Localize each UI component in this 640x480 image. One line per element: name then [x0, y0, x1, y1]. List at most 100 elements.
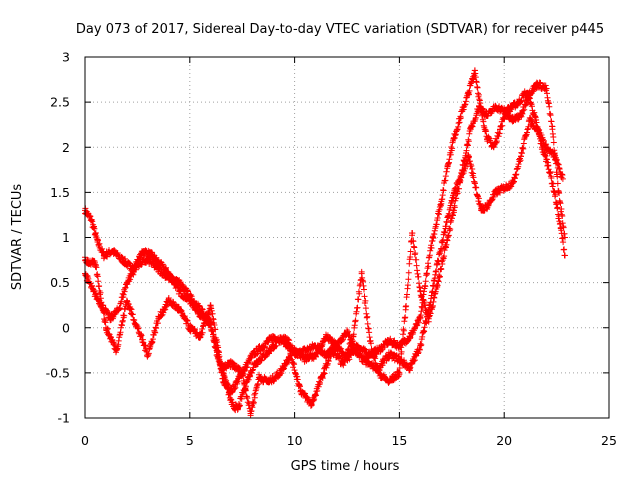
data-point	[467, 126, 474, 133]
data-point	[308, 401, 315, 408]
data-point	[561, 252, 568, 259]
data-point	[492, 103, 499, 110]
data-point	[406, 333, 413, 340]
data-point	[509, 117, 516, 124]
data-point	[287, 351, 294, 358]
data-point	[509, 103, 516, 110]
data-point	[260, 342, 267, 349]
data-point	[115, 306, 122, 313]
data-point	[545, 162, 552, 169]
data-point	[165, 297, 172, 304]
data-point	[484, 135, 491, 142]
data-point	[155, 315, 162, 322]
plot-frame	[84, 56, 610, 419]
chart-title: Day 073 of 2017, Sidereal Day-to-day VTE…	[76, 22, 604, 37]
series-points-track-c	[82, 79, 568, 419]
data-point	[385, 338, 392, 345]
data-point	[102, 324, 109, 331]
data-point	[517, 153, 524, 160]
data-point	[417, 315, 424, 322]
data-point	[239, 369, 246, 376]
data-point	[251, 360, 258, 367]
data-point	[417, 288, 424, 295]
data-point	[478, 207, 485, 214]
data-point	[434, 261, 441, 268]
data-point	[302, 356, 309, 363]
data-point	[312, 351, 319, 358]
data-point	[417, 342, 424, 349]
data-point	[484, 202, 491, 209]
data-point	[119, 257, 126, 264]
data-point	[408, 229, 415, 236]
data-point	[526, 90, 533, 97]
data-point	[459, 108, 466, 115]
data-point	[385, 378, 392, 385]
x-tick-label: 25	[601, 433, 617, 448]
grid	[85, 57, 609, 418]
data-point	[354, 351, 361, 358]
y-tick-label: 2.5	[50, 95, 70, 110]
data-point	[228, 360, 235, 367]
data-point	[123, 297, 130, 304]
data-point	[92, 261, 99, 268]
data-point	[109, 248, 116, 255]
data-points	[82, 67, 568, 419]
data-point	[270, 333, 277, 340]
data-point	[235, 405, 242, 412]
data-point	[339, 360, 346, 367]
data-point	[526, 117, 533, 124]
y-tick-label: 1.5	[50, 185, 70, 200]
data-point	[176, 306, 183, 313]
data-point	[107, 315, 114, 322]
data-point	[534, 81, 541, 88]
y-tick-label: 1	[62, 230, 70, 245]
data-point	[329, 347, 336, 354]
data-point	[358, 270, 365, 277]
data-point	[532, 117, 539, 124]
axis-ticks: 0 5 10 15 20 25 -1 -0.5 0 0.5 1 1.5 2 2.5 3	[46, 50, 617, 449]
data-point	[186, 293, 193, 300]
data-point	[367, 338, 374, 345]
data-point	[434, 284, 441, 291]
data-point	[318, 374, 325, 381]
data-point	[140, 248, 147, 255]
data-point	[450, 135, 457, 142]
data-point	[247, 410, 254, 417]
data-point	[270, 342, 277, 349]
data-point	[459, 166, 466, 173]
data-point	[364, 351, 371, 358]
data-point	[559, 175, 566, 182]
data-point	[492, 189, 499, 196]
data-point	[186, 324, 193, 331]
data-point	[134, 324, 141, 331]
data-point	[197, 306, 204, 313]
data-point	[425, 315, 432, 322]
data-point	[344, 329, 350, 336]
data-point	[501, 184, 508, 191]
data-point	[266, 378, 273, 385]
data-point	[442, 243, 449, 250]
y-tick-label: -1	[58, 411, 70, 426]
data-point	[144, 351, 151, 358]
data-point	[423, 270, 430, 277]
data-point	[497, 126, 504, 133]
x-axis-title: GPS time / hours	[291, 459, 400, 474]
data-point	[281, 333, 288, 340]
data-point	[509, 180, 516, 187]
data-point	[471, 67, 478, 74]
data-point	[176, 288, 183, 295]
data-point	[276, 369, 283, 376]
data-point	[218, 365, 225, 372]
data-point	[249, 351, 256, 358]
x-tick-label: 10	[287, 433, 303, 448]
data-point	[94, 239, 101, 246]
data-point	[375, 347, 382, 354]
data-point	[471, 180, 478, 187]
data-point	[144, 257, 151, 264]
data-point	[207, 302, 214, 309]
y-axis-title: SDTVAR / TECUs	[10, 184, 25, 291]
data-point	[228, 401, 235, 408]
data-point	[113, 347, 120, 354]
data-point	[255, 374, 262, 381]
data-point	[429, 234, 436, 241]
